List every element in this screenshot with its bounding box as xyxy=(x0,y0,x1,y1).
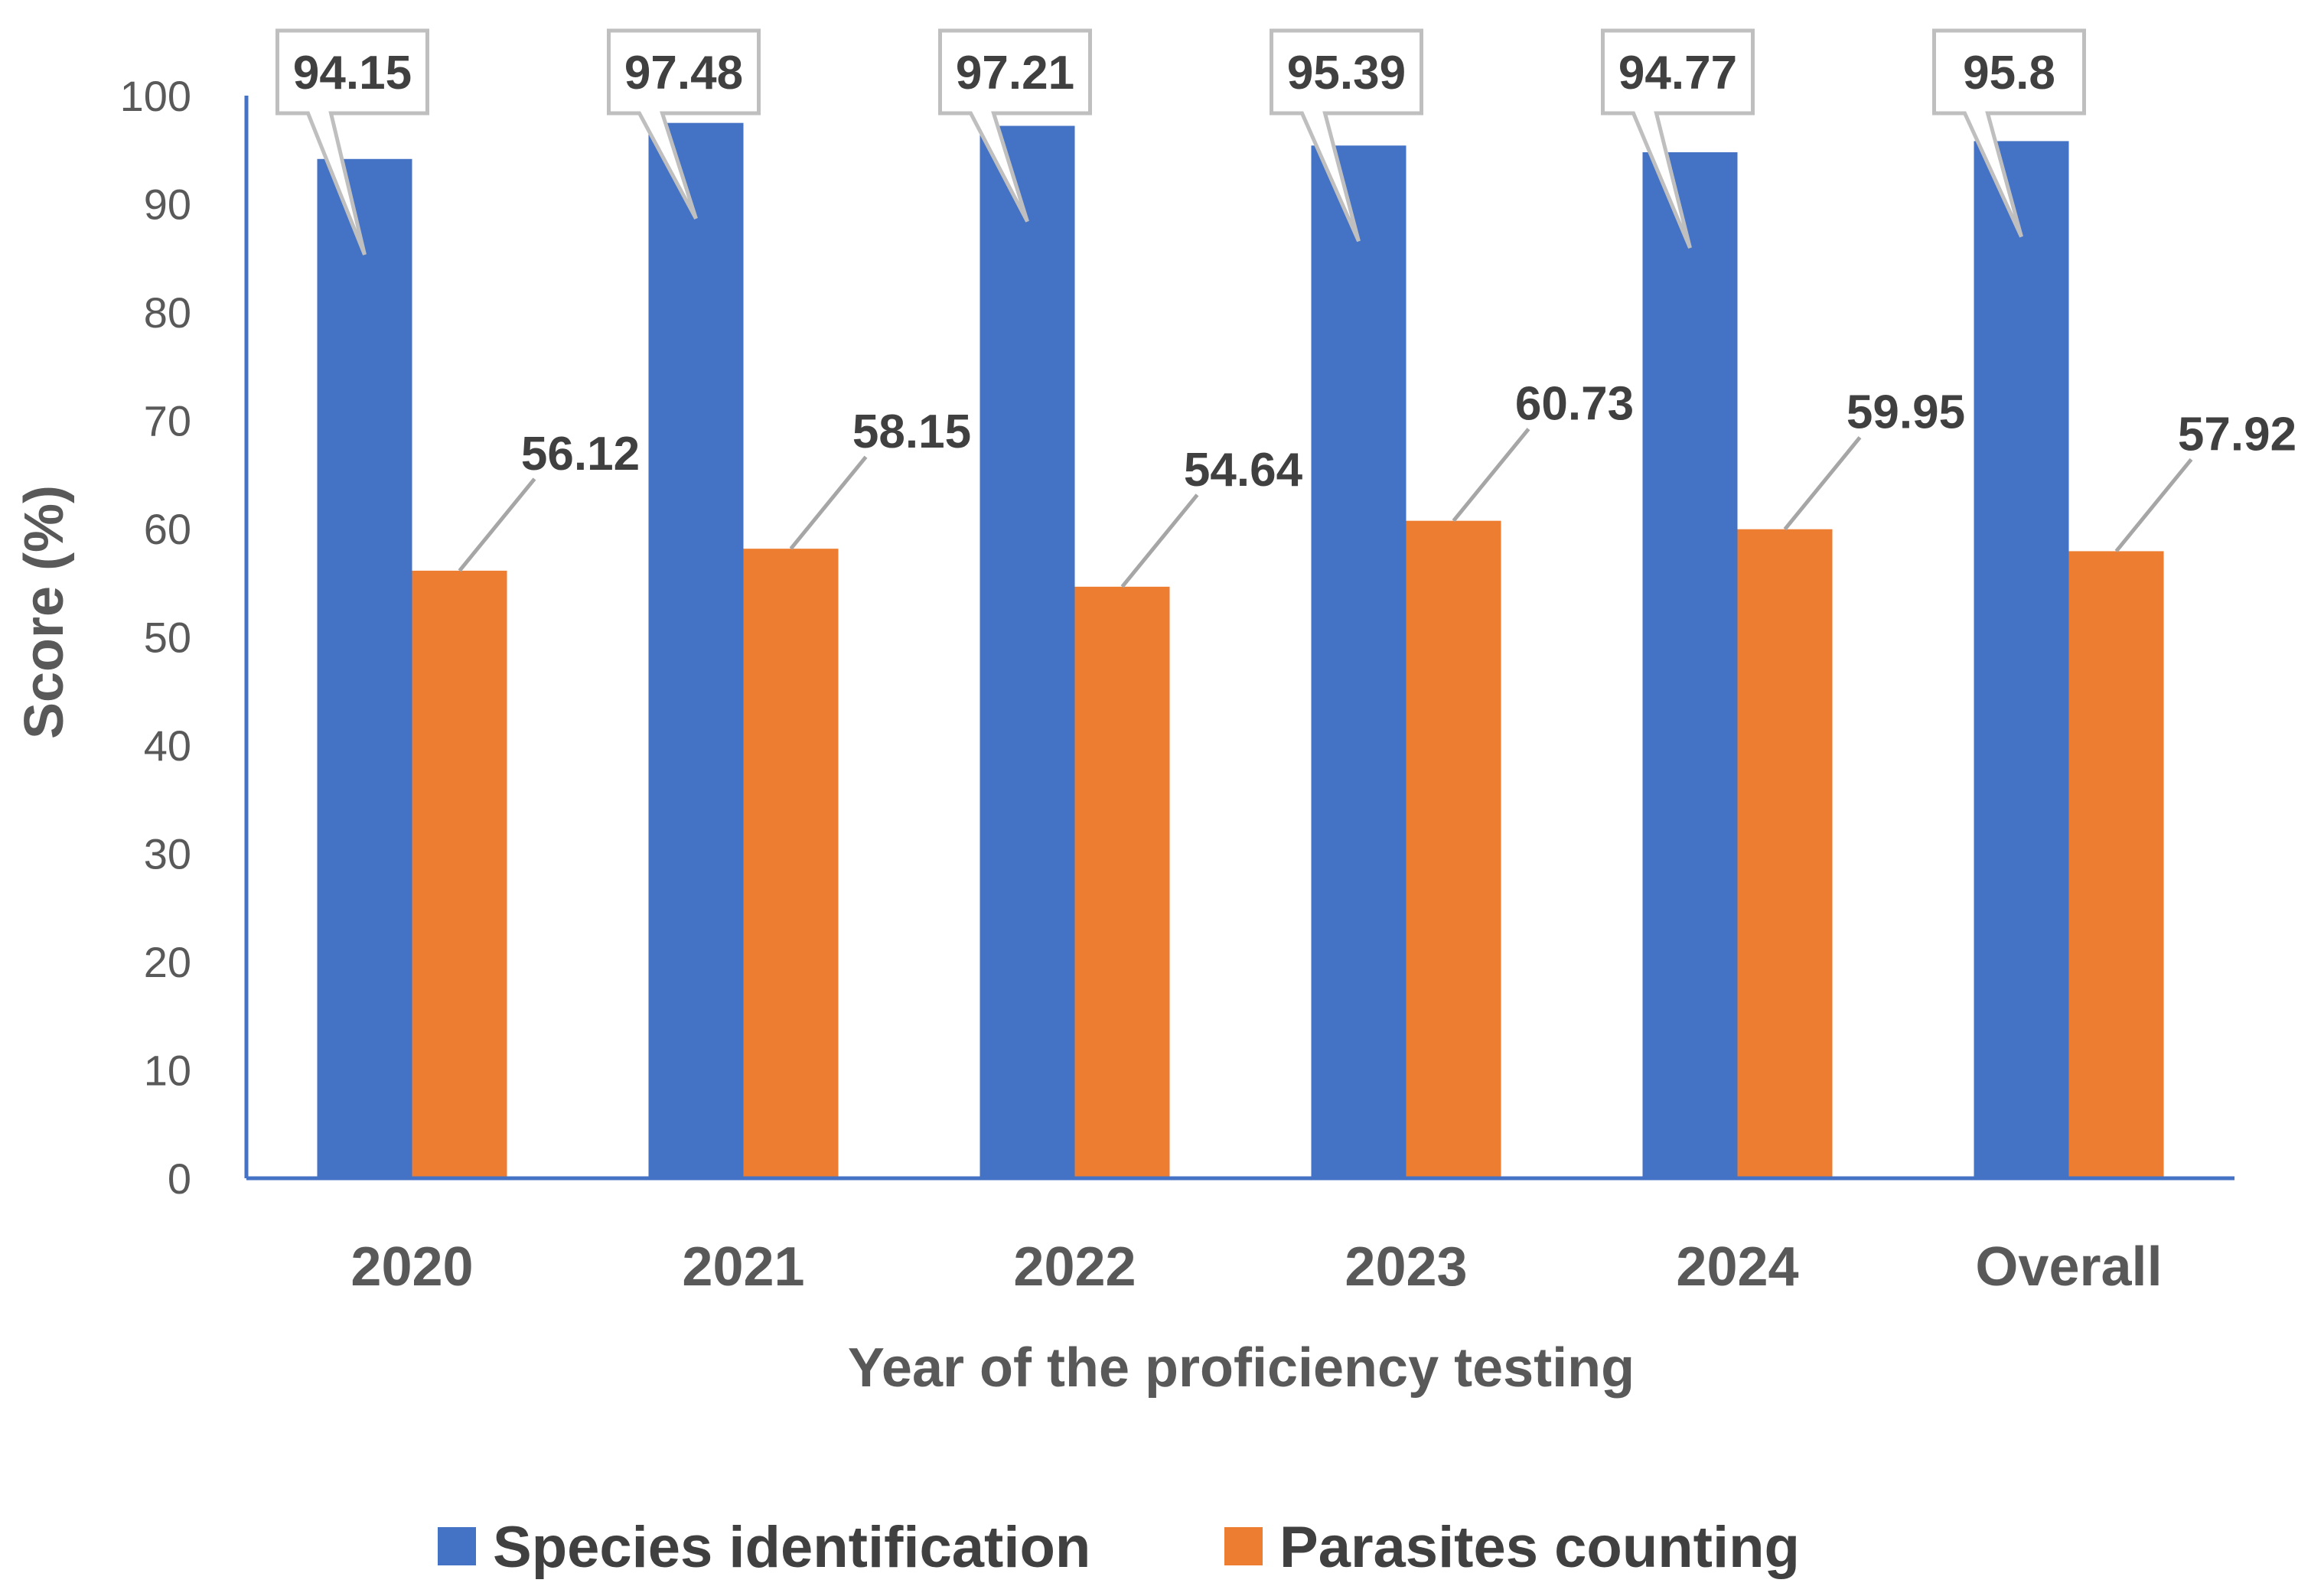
x-category-label: 2022 xyxy=(1013,1236,1136,1298)
x-category-label: 2021 xyxy=(682,1236,804,1298)
bar-species-identification xyxy=(1642,152,1738,1178)
legend-swatch-species xyxy=(438,1527,476,1565)
legend-label-parasites: Parasites counting xyxy=(1279,1515,1800,1580)
y-tick-label: 50 xyxy=(144,614,191,662)
bar-parasites-counting xyxy=(2068,551,2164,1178)
leader-line-parasites xyxy=(789,455,868,550)
bar-species-identification xyxy=(1974,141,2069,1179)
y-tick-label: 70 xyxy=(144,397,191,445)
bar-parasites-counting xyxy=(1406,520,1501,1178)
x-axis-title: Year of the proficiency testing xyxy=(848,1337,1635,1399)
y-tick-label: 40 xyxy=(144,721,191,770)
y-tick-label: 10 xyxy=(144,1047,191,1095)
callout-box-species xyxy=(938,28,1092,223)
bar-species-identification xyxy=(317,158,412,1179)
axes xyxy=(244,96,2234,1181)
bar-species-identification xyxy=(648,122,744,1179)
bar-parasites-counting xyxy=(412,570,507,1178)
callout-box-species xyxy=(275,28,429,256)
y-tick-label: 20 xyxy=(144,938,191,986)
data-label-parasites: 56.12 xyxy=(521,428,640,480)
x-category-label: 2024 xyxy=(1676,1236,1798,1298)
y-tick-label: 80 xyxy=(144,288,191,337)
legend-swatch-parasites xyxy=(1224,1527,1263,1565)
leader-line-parasites xyxy=(2114,458,2193,553)
data-label-parasites: 58.15 xyxy=(852,406,971,458)
x-category-label: Overall xyxy=(1975,1236,2162,1298)
data-label-species: 94.15 xyxy=(293,47,412,99)
data-label-species: 95.39 xyxy=(1287,47,1406,99)
data-label-species: 94.77 xyxy=(1618,47,1737,99)
bar-parasites-counting xyxy=(743,549,839,1178)
leader-line-parasites xyxy=(1783,436,1862,531)
bar-species-identification xyxy=(980,125,1075,1178)
data-label-parasites: 60.73 xyxy=(1515,378,1634,431)
bar-parasites-counting xyxy=(1737,529,1833,1178)
leader-line-parasites xyxy=(1452,428,1530,523)
callout-box-species xyxy=(607,28,761,220)
x-category-label: 2023 xyxy=(1345,1236,1467,1298)
y-tick-label: 30 xyxy=(144,830,191,878)
y-tick-label: 0 xyxy=(168,1155,191,1203)
data-label-callouts: 94.15 56.12 97.48 58.15 97.21 54.64 95.39 60.73… xyxy=(275,28,2296,588)
y-axis-title: Score (%) xyxy=(14,485,75,739)
callout-box-species xyxy=(1932,28,2086,238)
leader-line-parasites xyxy=(1120,493,1199,588)
leader-line-parasites xyxy=(458,477,536,572)
y-tick-label: 100 xyxy=(120,72,191,120)
data-label-parasites: 59.95 xyxy=(1847,386,1965,439)
data-label-parasites: 57.92 xyxy=(2178,408,2296,461)
legend-label-species: Species identification xyxy=(493,1515,1090,1580)
bar-species-identification xyxy=(1311,145,1407,1179)
y-tick-label: 90 xyxy=(144,181,191,229)
bar-parasites-counting xyxy=(1074,586,1170,1178)
callout-box-species xyxy=(1601,28,1755,249)
data-label-species: 97.48 xyxy=(624,47,743,99)
bars xyxy=(317,122,2164,1179)
data-label-parasites: 54.64 xyxy=(1184,444,1303,497)
callout-box-species xyxy=(1270,28,1423,243)
data-label-species: 95.8 xyxy=(1963,47,2055,99)
y-axis-ticks: 0 10 20 30 40 50 60 70 80 90 100 xyxy=(120,72,191,1203)
data-label-species: 97.21 xyxy=(956,47,1074,99)
x-category-label: 2020 xyxy=(350,1236,473,1298)
y-tick-label: 60 xyxy=(144,505,191,553)
x-axis-categories: 2020 2021 2022 2023 2024 Overall xyxy=(350,1236,2162,1298)
legend: Species identification Parasites countin… xyxy=(438,1515,1800,1580)
